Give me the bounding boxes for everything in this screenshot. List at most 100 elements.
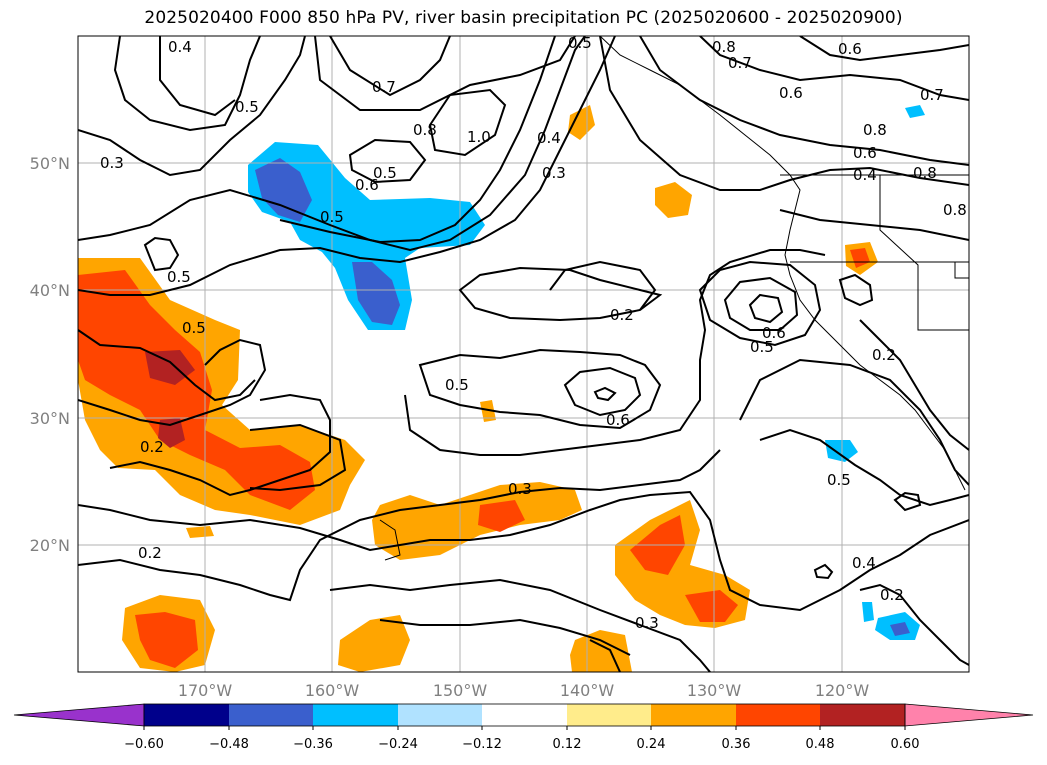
pv-contour-17 <box>549 260 657 311</box>
north-america-coast <box>599 36 966 491</box>
hawaii-islands <box>379 519 401 561</box>
colorbar-tick-labels: −0.60 −0.48 −0.36 −0.24 −0.12 0.12 0.24 … <box>124 737 919 752</box>
pv-contour-37 <box>813 563 834 580</box>
precip-pos-core-2 <box>478 500 525 532</box>
pv-contour-15 <box>779 209 969 241</box>
pv-contour-36 <box>893 491 922 512</box>
lon-tick-label: 130°W <box>687 681 742 700</box>
gridlines <box>78 36 969 672</box>
precip-pos-core-1 <box>78 270 315 510</box>
colorbar-frame <box>143 703 906 727</box>
lon-tick-label: 140°W <box>560 681 615 700</box>
precip-pos-blob-10 <box>480 400 496 422</box>
pv-contour-20 <box>748 293 784 324</box>
lon-tick-label: 170°W <box>178 681 233 700</box>
contour-label: 0.3 <box>635 614 659 632</box>
precip-pos-blob-7 <box>655 182 692 218</box>
pv-contours <box>78 36 969 672</box>
precip-pos-blob-8 <box>568 105 595 140</box>
contour-label: 0.8 <box>712 38 736 56</box>
pv-contour-12 <box>639 36 969 166</box>
pv-contour-39 <box>143 236 180 272</box>
contour-label: 0.6 <box>355 176 379 194</box>
colorbar-segment <box>144 704 229 726</box>
precip-pos-max-1 <box>145 350 195 385</box>
precip-pos-core-4 <box>685 590 738 622</box>
colorbar-segment <box>482 704 567 726</box>
pv-contour-41 <box>859 319 969 451</box>
precip-pos-blob-11 <box>186 526 214 538</box>
precip-neg-blob-4 <box>862 602 874 622</box>
precip-neg-core-3 <box>890 622 910 636</box>
colorbar-tick-label: 0.12 <box>553 737 582 752</box>
contour-label: 0.2 <box>872 346 896 364</box>
lat-tick-label: 40°N <box>30 281 70 300</box>
pv-contour-40 <box>859 583 969 666</box>
contour-label: 0.7 <box>728 54 752 72</box>
precip-pos-blob-6 <box>570 630 632 672</box>
contour-label: 0.5 <box>167 268 191 286</box>
contour-label: 0.8 <box>943 201 967 219</box>
contour-label: 0.5 <box>445 376 469 394</box>
colorbar-segment <box>398 704 482 726</box>
state-borders-1 <box>879 175 969 331</box>
pv-contour-21 <box>418 348 662 430</box>
lon-tick-label: 120°W <box>815 681 870 700</box>
colorbar-tick-label: −0.60 <box>124 737 164 752</box>
contour-label: 0.3 <box>508 480 532 498</box>
colorbar-segment <box>567 704 651 726</box>
precip-neg-core-1 <box>255 158 312 222</box>
contour-label: 0.5 <box>182 319 206 337</box>
colorbar-tick-label: −0.24 <box>378 737 418 752</box>
lat-tick-label: 30°N <box>30 409 70 428</box>
pv-contour-18 <box>698 260 822 347</box>
contour-label: 0.3 <box>542 164 566 182</box>
precip-pos-blob-5 <box>338 615 410 672</box>
contour-label: 0.5 <box>235 98 259 116</box>
contour-label: 0.2 <box>140 438 164 456</box>
pv-contour-5 <box>314 36 576 111</box>
precip-pos-blob-2 <box>372 482 582 560</box>
pv-contour-32 <box>379 618 631 656</box>
pv-contour-11 <box>599 36 969 191</box>
colorbar-ticks <box>143 726 906 730</box>
colorbar-tick-label: −0.36 <box>293 737 333 752</box>
pv-contour-24 <box>404 249 826 456</box>
contour-label: 0.4 <box>168 38 192 56</box>
contour-label: 0.2 <box>880 586 904 604</box>
lat-tick-label: 20°N <box>30 536 70 555</box>
colorbar-segment <box>651 704 736 726</box>
precip-shading <box>78 105 925 672</box>
contour-label: 0.4 <box>853 166 877 184</box>
lon-tick-label: 160°W <box>305 681 360 700</box>
colorbar-segment <box>820 704 905 726</box>
pv-contour-4 <box>329 36 451 97</box>
contour-label: 0.8 <box>413 121 437 139</box>
colorbar-tick-label: 0.24 <box>637 737 666 752</box>
contour-label: 0.6 <box>838 40 862 58</box>
pv-contour-labels: 0.4 0.5 0.7 0.8 0.7 0.6 0.8 0.7 0.6 0.3 … <box>100 36 967 632</box>
precip-neg-blob-5 <box>905 105 925 118</box>
contour-label: 0.7 <box>920 86 944 104</box>
contour-label: 0.6 <box>853 144 877 162</box>
pv-contour-2 <box>113 36 261 132</box>
plot-area: 0.4 0.5 0.7 0.8 0.7 0.6 0.8 0.7 0.6 0.3 … <box>78 36 969 672</box>
pv-contour-22 <box>563 366 642 417</box>
lat-tick-labels: 50°N 40°N 30°N 20°N <box>30 154 70 555</box>
pv-contour-30 <box>249 423 347 492</box>
colorbar-segment <box>736 704 820 726</box>
plot-frame <box>77 35 970 673</box>
colorbar-tick-label: −0.48 <box>209 737 249 752</box>
lat-tick-label: 50°N <box>30 154 70 173</box>
map-title: 2025020400 F000 850 hPa PV, river basin … <box>144 8 903 28</box>
contour-label: 0.2 <box>610 306 634 324</box>
precip-neg-core-2 <box>352 262 400 325</box>
contour-label: 1.0 <box>467 128 491 146</box>
pv-contour-14 <box>799 36 969 62</box>
colorbar-tick-label: 0.36 <box>722 737 751 752</box>
colorbar-extend-low <box>13 703 145 727</box>
pv-contour-7 <box>428 88 507 157</box>
pv-contour-13 <box>699 36 969 101</box>
colorbar-segment <box>229 704 313 726</box>
